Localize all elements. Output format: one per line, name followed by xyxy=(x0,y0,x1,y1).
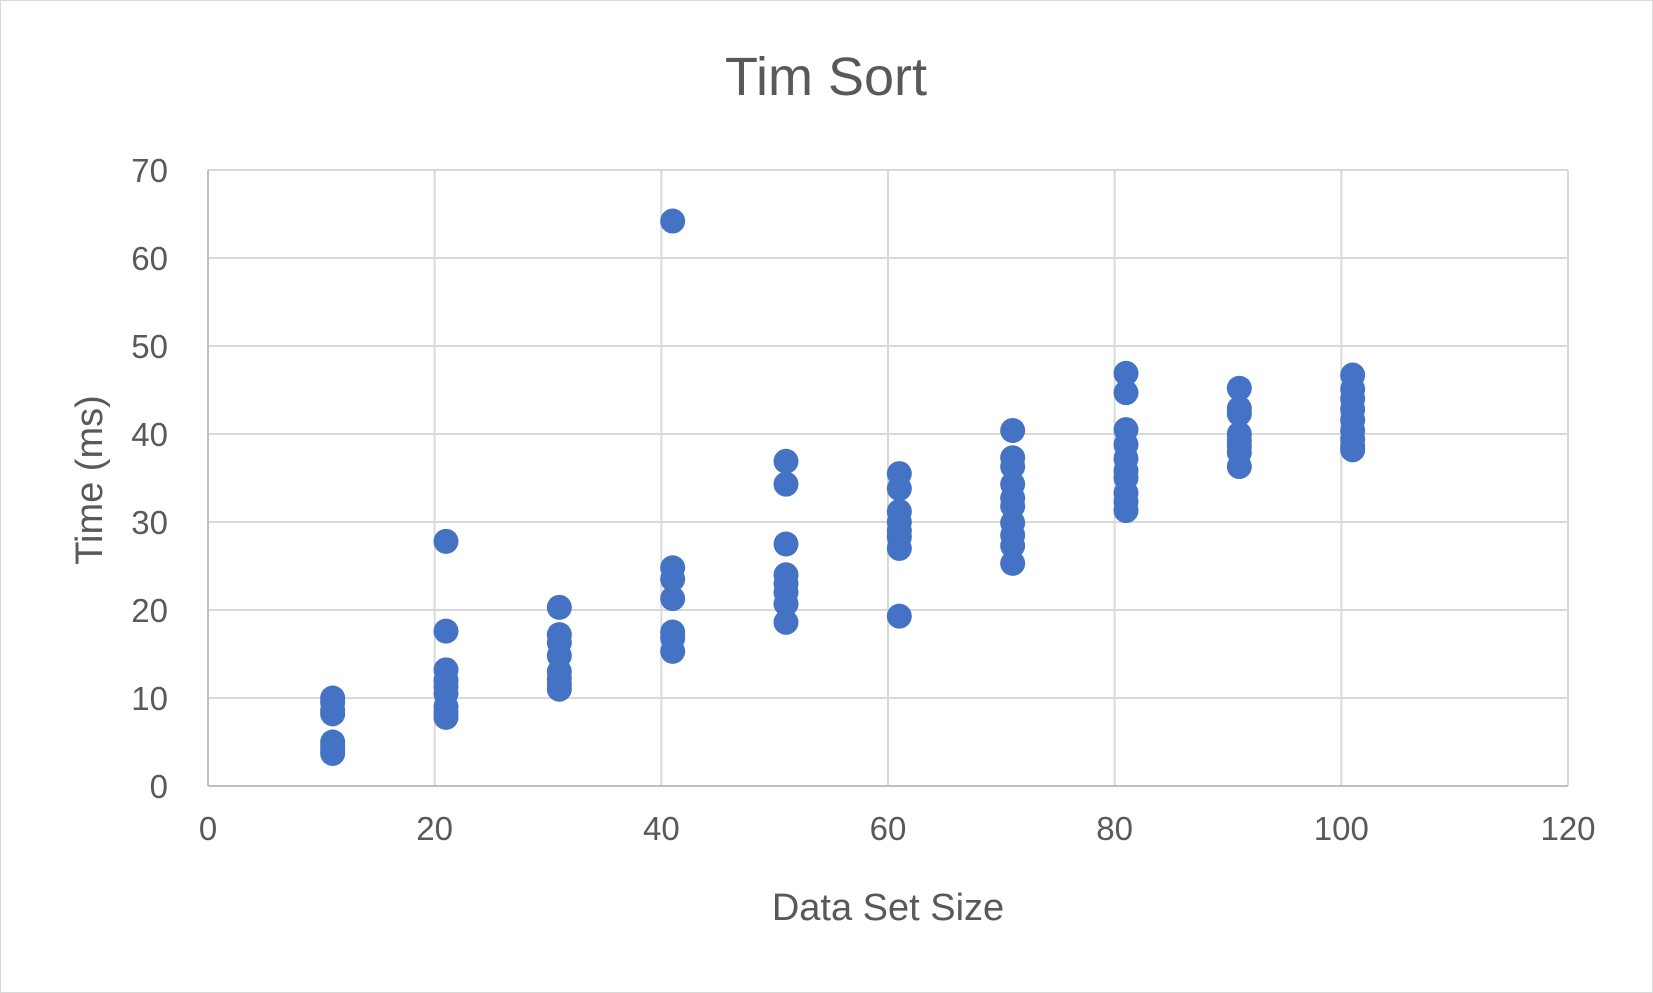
data-points xyxy=(320,208,1366,766)
data-point xyxy=(660,208,686,234)
data-point xyxy=(773,609,799,635)
y-tick-label: 60 xyxy=(131,240,168,277)
data-point xyxy=(1113,360,1139,386)
data-point xyxy=(886,476,912,502)
y-tick-label: 40 xyxy=(131,416,168,453)
data-point xyxy=(433,618,459,644)
data-point xyxy=(1000,533,1026,559)
data-point xyxy=(320,740,346,766)
data-point xyxy=(1113,498,1139,524)
data-point xyxy=(433,704,459,730)
x-axis-title: Data Set Size xyxy=(772,887,1004,929)
data-point xyxy=(546,676,572,702)
x-tick-label: 0 xyxy=(199,810,217,847)
data-point xyxy=(1226,401,1252,427)
data-point xyxy=(433,528,459,554)
data-point xyxy=(773,591,799,617)
y-axis-title: Time (ms) xyxy=(69,395,111,565)
y-tick-label: 10 xyxy=(131,680,168,717)
x-tick-label: 80 xyxy=(1096,810,1133,847)
data-point xyxy=(1000,417,1026,443)
data-point xyxy=(1226,375,1252,401)
x-tick-label: 120 xyxy=(1540,810,1595,847)
data-point xyxy=(660,638,686,664)
data-point xyxy=(546,594,572,620)
data-point xyxy=(1000,454,1026,480)
x-tick-label: 20 xyxy=(416,810,453,847)
data-point xyxy=(660,586,686,612)
x-tick-label: 100 xyxy=(1314,810,1369,847)
data-point xyxy=(1000,550,1026,576)
data-point xyxy=(886,535,912,561)
data-point xyxy=(773,471,799,497)
tick-labels: 0 10 20 30 40 50 60 70 0 20 40 60 80 100 120 xyxy=(131,152,1595,847)
x-tick-label: 60 xyxy=(870,810,907,847)
data-point xyxy=(1226,454,1252,480)
data-point xyxy=(886,603,912,629)
data-point xyxy=(660,566,686,592)
y-tick-label: 20 xyxy=(131,592,168,629)
y-tick-label: 50 xyxy=(131,328,168,365)
axes xyxy=(207,170,1568,787)
y-tick-label: 30 xyxy=(131,504,168,541)
chart-title: Tim Sort xyxy=(725,47,927,107)
data-point xyxy=(1340,437,1366,463)
x-tick-label: 40 xyxy=(643,810,680,847)
data-point xyxy=(320,701,346,727)
data-point xyxy=(1113,380,1139,406)
data-point xyxy=(773,531,799,557)
y-tick-label: 0 xyxy=(150,768,168,805)
data-point xyxy=(773,448,799,474)
y-tick-label: 70 xyxy=(131,152,168,189)
